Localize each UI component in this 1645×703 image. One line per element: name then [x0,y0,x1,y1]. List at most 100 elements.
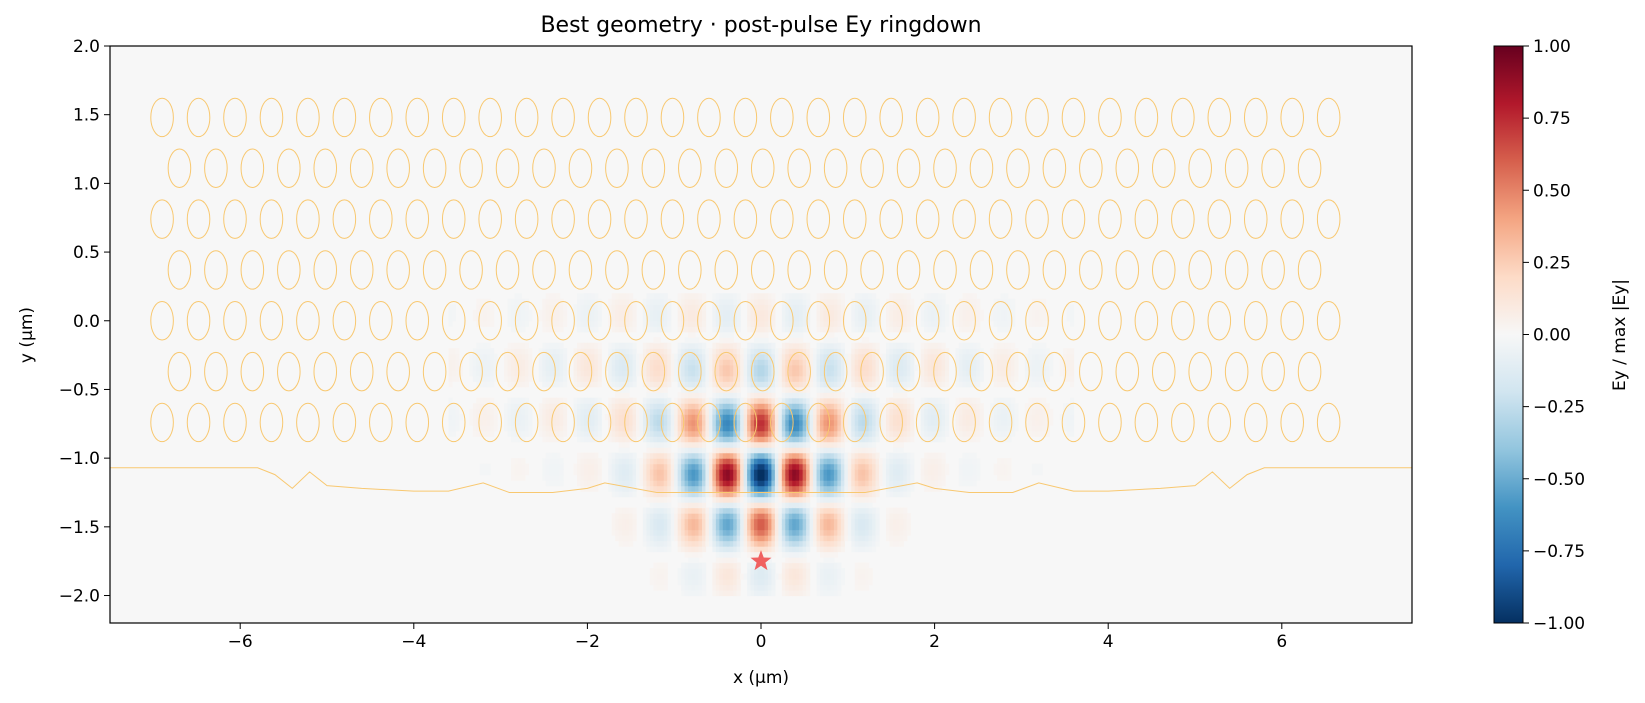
field-cell [681,342,686,349]
field-cell [750,320,755,327]
field-cell [747,315,752,322]
field-cell [646,386,651,393]
field-cell [837,507,842,514]
field-cell [517,298,523,305]
field-cell [743,535,748,542]
field-cell [778,491,783,498]
field-cell [757,524,762,531]
field-cell [576,469,582,476]
field-cell [806,452,811,459]
field-cell [764,353,769,360]
field-cell [837,364,842,371]
field-cell [806,304,811,311]
field-cell [861,348,866,355]
field-cell [826,573,832,580]
field-cell [733,463,738,470]
field-cell [667,381,672,388]
field-cell [622,364,627,371]
field-cell [906,408,911,415]
field-cell [576,403,582,410]
field-cell [476,370,481,377]
field-cell [955,397,960,404]
field-cell [785,441,790,448]
field-cell [476,408,481,415]
field-cell [726,568,731,575]
field-cell [892,507,898,514]
field-cell [583,359,588,366]
field-cell [608,298,613,305]
field-cell [802,309,807,316]
field-cell [833,392,838,399]
field-cell [636,403,641,410]
field-cell [865,403,870,410]
field-cell [695,518,700,525]
field-cell [945,397,950,404]
field-cell [517,408,523,415]
field-cell [885,370,891,377]
field-cell [851,342,856,349]
field-cell [740,480,745,487]
field-cell [653,326,658,333]
field-cell [622,474,627,481]
field-cell [712,320,717,327]
field-cell [747,502,752,509]
field-cell [667,359,672,366]
field-cell [833,447,838,454]
field-cell [608,359,613,366]
field-cell [927,480,932,487]
field-cell [750,568,755,575]
field-cell [587,342,592,349]
field-cell [830,403,835,410]
field-cell [722,474,727,481]
field-cell [962,315,967,322]
field-cell [712,386,717,393]
field-cell [899,359,904,366]
field-cell [861,353,866,360]
field-cell [799,480,804,487]
field-cell [667,403,672,410]
field-cell [563,397,568,404]
field-cell [941,430,946,437]
field-cell [563,414,568,421]
field-cell [660,568,665,575]
field-cell [785,414,790,421]
field-cell [743,414,748,421]
field-cell [934,315,939,322]
field-cell [854,524,859,531]
field-cell [882,430,887,437]
field-cell [771,436,776,443]
field-cell [826,403,832,410]
field-cell [719,447,724,454]
field-cell [708,414,713,421]
field-cell [743,447,748,454]
field-cell [681,408,686,415]
field-cell [910,430,915,437]
field-cell [823,568,828,575]
field-cell [872,364,877,371]
field-cell [740,546,745,553]
field-cell [701,579,707,586]
field-cell [868,348,873,355]
field-cell [757,375,762,382]
field-cell [868,298,873,305]
field-cell [802,502,807,509]
field-cell [545,326,550,333]
field-cell [906,381,911,388]
field-cell [472,430,477,437]
field-cell [792,474,797,481]
field-cell [698,540,703,547]
field-cell [632,529,637,536]
field-cell [618,392,623,399]
field-cell [521,348,526,355]
field-cell [761,480,766,487]
field-cell [865,397,870,404]
field-cell [868,386,873,393]
field-cell [778,408,783,415]
field-cell [729,584,734,591]
field-cell [667,348,672,355]
field-cell [931,315,936,322]
field-cell [729,353,734,360]
field-cell [611,304,616,311]
field-cell [785,568,790,575]
field-cell [830,507,835,514]
